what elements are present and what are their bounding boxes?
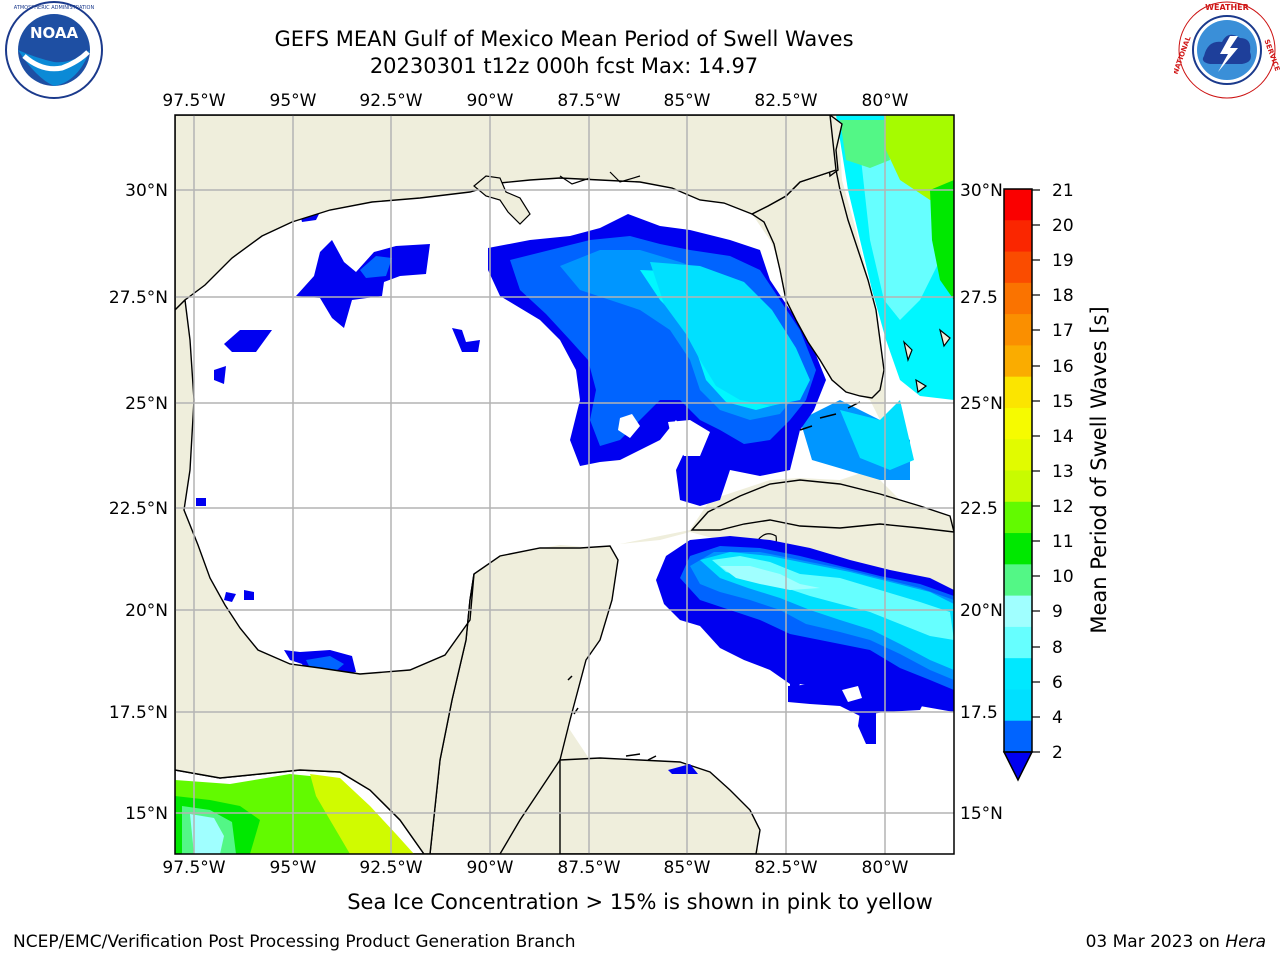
central-america-coast [559,757,761,854]
colorbar-bin [1004,439,1032,471]
lat-tick-label: 15°N [960,804,1003,824]
noaa-logo-text: NOAA [30,24,79,42]
noaa-logo-icon: NOAA ATMOSPHERIC ADMINISTRATION [5,1,103,99]
us-gulf-coast [175,115,837,311]
lat-tick-label: 20°N [960,601,1003,621]
colorbar-bin [1004,501,1032,534]
colorbar-tick-label: 13 [1052,462,1074,482]
lon-tick-label: 82.5°W [754,91,817,111]
map-title: GEFS MEAN Gulf of Mexico Mean Period of … [274,27,854,51]
lon-tick-label: 82.5°W [754,858,817,878]
colorbar-bin [1004,658,1032,690]
colorbar-bin [1004,345,1032,378]
colorbar-bin [1004,626,1032,659]
lon-tick-label: 87.5°W [557,858,620,878]
colorbar-bin [1004,689,1032,722]
lon-labels-top: 97.5°W 95°W 92.5°W 90°W 87.5°W 85°W 82.5°W 80°W [162,91,908,111]
colorbar-tick-label: 15 [1052,392,1074,412]
colorbar-tick-label: 19 [1052,251,1074,271]
lat-tick-label: 30°N [125,181,168,201]
sea-ice-note: Sea Ice Concentration > 15% is shown in … [347,890,933,914]
lat-tick-label: 27.5 [960,288,998,308]
credit-text: NCEP/EMC/Verification Post Processing Pr… [13,932,576,952]
colorbar-tick-label: 20 [1052,216,1074,236]
colorbar-tick-label: 21 [1052,181,1074,201]
swell-eastern-gulf [488,214,826,506]
colorbar-tick-label: 10 [1052,567,1074,587]
colorbar-bin [1004,533,1032,565]
lon-labels-bottom: 97.5°W 95°W 92.5°W 90°W 87.5°W 85°W 82.5°W 80°W [162,858,908,878]
lat-labels-right: 30°N 27.5 25°N 22.5 20°N 17.5 15°N [960,181,1003,824]
swell-western-gulf [196,212,480,684]
lon-tick-label: 85°W [664,858,711,878]
colorbar-tick-label: 6 [1052,673,1063,693]
lat-tick-label: 17.5°N [109,703,168,723]
lon-tick-label: 97.5°W [162,858,225,878]
colorbar-tick-label: 11 [1052,532,1074,552]
colorbar-tick-label: 18 [1052,286,1074,306]
colorbar-bin [1004,407,1032,440]
lon-tick-label: 90°W [467,858,514,878]
svg-text:ATMOSPHERIC ADMINISTRATION: ATMOSPHERIC ADMINISTRATION [14,5,95,11]
lon-tick-label: 87.5°W [557,91,620,111]
colorbar-bin [1004,189,1032,221]
colorbar-label: Mean Period of Swell Waves [s] [1087,306,1111,633]
lat-tick-label: 22.5°N [109,499,168,519]
lat-tick-label: 20°N [125,601,168,621]
lat-tick-label: 25°N [960,394,1003,414]
colorbar-tick-label: 12 [1052,497,1074,517]
colorbar-bin [1004,564,1032,597]
colorbar-ticks: 21 20 19 18 17 16 15 14 13 12 11 10 9 8 6 4 2 [1032,181,1074,763]
colorbar-tick-label: 2 [1052,743,1063,763]
colorbar-tick-label: 14 [1052,427,1074,447]
map-subtitle: 20230301 t12z 000h fcst Max: 14.97 [369,54,759,78]
lat-tick-label: 15°N [125,804,168,824]
lon-tick-label: 85°W [664,91,711,111]
colorbar-tick-label: 17 [1052,321,1074,341]
lon-tick-label: 95°W [270,91,317,111]
nws-logo-icon: WEATHER NATIONAL SERVICE [1174,1,1280,99]
lon-tick-label: 92.5°W [359,858,422,878]
gridlines [175,115,954,854]
lon-tick-label: 95°W [270,858,317,878]
colorbar-bin [1004,595,1032,628]
colorbar-bin [1004,282,1032,315]
colorbar-extend-arrow [1002,751,1034,782]
svg-text:WEATHER: WEATHER [1205,3,1249,12]
colorbar-bin [1004,251,1032,284]
lon-tick-label: 92.5°W [359,91,422,111]
cuba-island [690,479,954,533]
colorbar-bin [1004,376,1032,409]
colorbar-tick-label: 9 [1052,602,1063,622]
lon-tick-label: 80°W [862,91,909,111]
colorbar-tick-label: 4 [1052,708,1063,728]
lon-tick-label: 80°W [862,858,909,878]
lat-tick-label: 25°N [125,394,168,414]
lat-tick-label: 27.5°N [109,288,168,308]
lat-tick-label: 17.5 [960,703,998,723]
colorbar-tick-label: 16 [1052,357,1074,377]
lon-tick-label: 90°W [467,91,514,111]
colorbar-tick-label: 8 [1052,638,1063,658]
colorbar-bin [1004,470,1032,503]
date-text: 03 Mar 2023 on Hera [1085,932,1266,952]
map-frame [174,114,955,855]
colorbar-bin [1004,720,1032,753]
colorbar-bin [1004,220,1032,253]
lat-tick-label: 22.5 [960,499,998,519]
lon-tick-label: 97.5°W [162,91,225,111]
colorbar-bin [1004,314,1032,346]
colorbar [1002,188,1034,782]
lat-tick-label: 30°N [960,181,1003,201]
swell-atlantic [800,115,954,480]
machine-name: Hera [1225,932,1266,952]
lat-labels-left: 30°N 27.5°N 25°N 22.5°N 20°N 17.5°N 15°N [109,181,168,824]
mexico-east-coast [175,298,475,854]
